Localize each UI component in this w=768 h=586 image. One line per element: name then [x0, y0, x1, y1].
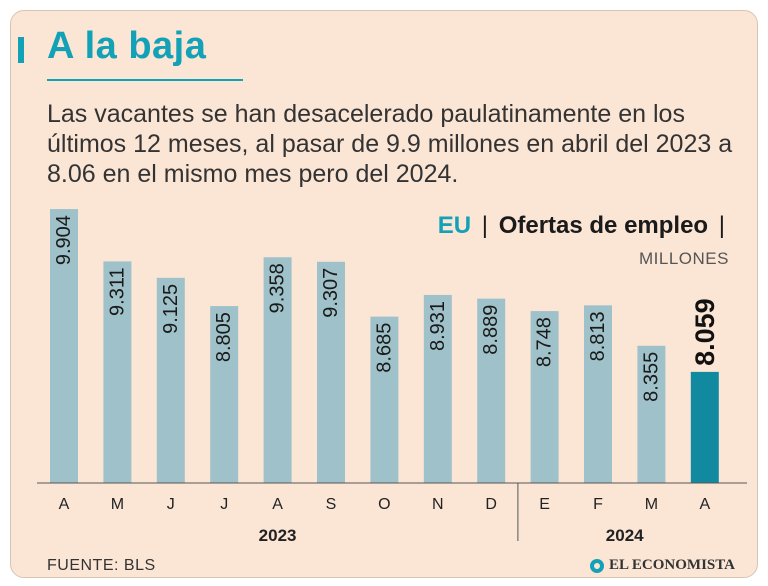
country-label: EU	[437, 212, 472, 239]
series-title: Ofertas de empleo	[498, 212, 709, 239]
x-tick-label-2: J	[167, 496, 175, 513]
chart-header: EU | Ofertas de empleo |	[438, 212, 729, 240]
year-label-2023: 2023	[259, 526, 297, 545]
x-tick-label-5: S	[326, 496, 337, 513]
page-title: A la baja	[47, 25, 207, 67]
value-label-0: 9.904	[53, 215, 75, 265]
year-label-2024: 2024	[606, 526, 644, 545]
value-label-11: 8.355	[640, 352, 662, 402]
bar-3	[210, 306, 239, 483]
bar-4	[263, 257, 292, 483]
value-label-4: 9.358	[267, 263, 289, 313]
value-label-7: 8.931	[427, 301, 449, 351]
bar-5	[317, 261, 345, 483]
bar-10	[584, 305, 612, 483]
x-tick-label-7: N	[432, 496, 444, 513]
value-label-5: 9.307	[320, 268, 342, 318]
value-label-9: 8.748	[534, 317, 556, 367]
x-tick-label-3: J	[220, 496, 228, 513]
bar-6	[370, 316, 399, 483]
infographic-card: A la baja Las vacantes se han desacelera…	[10, 10, 758, 578]
value-label-3: 8.805	[213, 312, 235, 362]
value-label-1: 9.311	[106, 267, 128, 316]
separator-trailing: |	[718, 212, 725, 239]
bar-7	[423, 294, 452, 483]
bar-11	[637, 345, 666, 483]
subtitle: Las vacantes se han desacelerado paulati…	[47, 100, 733, 188]
bar-8	[477, 298, 506, 483]
x-tick-label-4: A	[272, 496, 283, 513]
title-accent-bar	[18, 37, 24, 63]
x-tick-label-11: M	[645, 496, 658, 513]
value-label-6: 8.685	[373, 323, 395, 373]
separator: |	[481, 212, 489, 239]
bar-12	[690, 371, 719, 483]
bar-2	[156, 277, 185, 483]
units-label: MILLONES	[639, 249, 729, 268]
value-label-10: 8.813	[587, 311, 609, 361]
x-tick-label-0: A	[59, 496, 70, 513]
title-underline	[47, 79, 243, 81]
bar-1	[103, 261, 132, 483]
value-label-12: 8.059	[690, 298, 720, 366]
x-tick-label-9: E	[539, 496, 550, 513]
brand-icon	[590, 558, 604, 573]
brand-logo: EL ECONOMISTA	[590, 557, 735, 574]
value-label-2: 9.125	[160, 284, 182, 334]
year-labels-group: 2023 2024	[259, 526, 644, 545]
value-labels-group: 9.904 9.311 9.125 8.805 9.358 9.307 8.685 8.931…	[53, 215, 720, 402]
value-label-8: 8.889	[480, 305, 502, 355]
bar-9	[530, 311, 559, 483]
x-tick-label-6: O	[378, 496, 390, 513]
bar-chart: 9.904 9.311 9.125 8.805 9.358 9.307 8.685 8.931…	[37, 209, 747, 545]
bars-group	[50, 209, 719, 483]
brand-name: EL ECONOMISTA	[609, 557, 735, 573]
x-tick-label-12: A	[699, 496, 710, 513]
source-note: FUENTE: BLS	[47, 557, 156, 574]
x-tick-label-10: F	[593, 496, 603, 513]
x-tick-label-8: D	[485, 496, 497, 513]
x-tick-label-1: M	[111, 496, 124, 513]
bar-0	[50, 209, 78, 483]
